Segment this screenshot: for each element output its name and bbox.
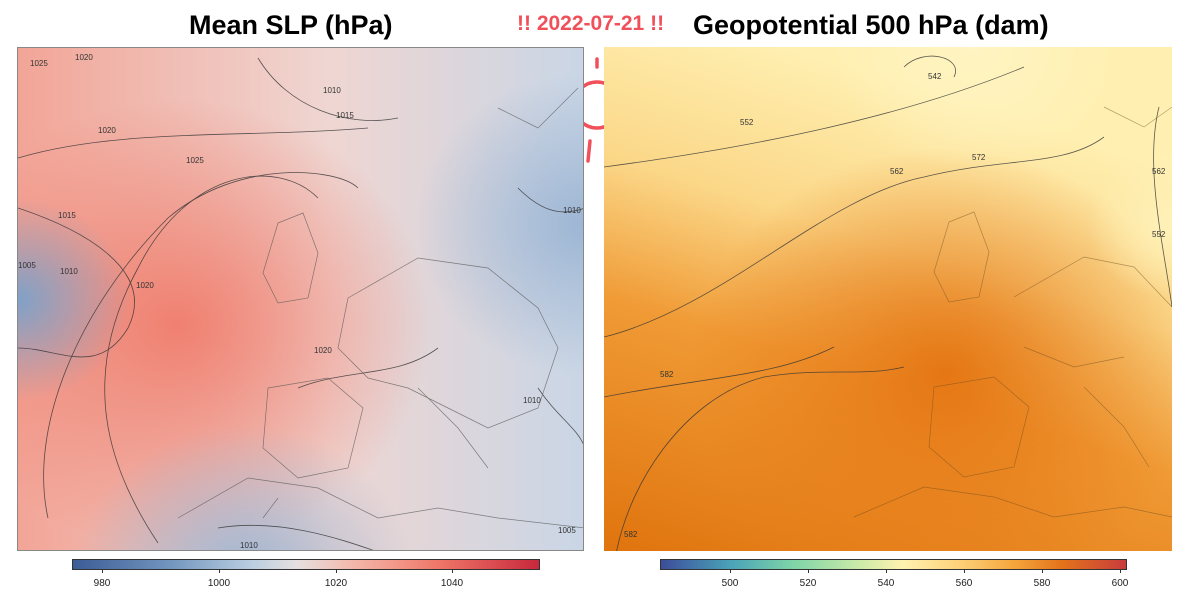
geopotential-map[interactable]: 542 552 562 572 562 552 582 582	[604, 47, 1172, 551]
slp-tick	[452, 569, 453, 573]
svg-text:562: 562	[890, 167, 904, 176]
svg-text:582: 582	[624, 530, 638, 539]
geopotential-contour-labels: 542 552 562 572 562 552 582 582	[624, 72, 1166, 539]
geopotential-tick	[886, 569, 887, 573]
slp-map-title: Mean SLP (hPa)	[189, 10, 393, 40]
svg-text:1010: 1010	[323, 86, 341, 95]
svg-text:1015: 1015	[58, 211, 76, 220]
svg-text:1010: 1010	[60, 267, 78, 276]
slp-map[interactable]: 1025 1020 1010 1015 1020 1025 1015 1010 …	[17, 47, 584, 551]
slp-tick	[102, 569, 103, 573]
date-badge: !! 2022-07-21 !!	[517, 12, 665, 35]
geopotential-tick	[808, 569, 809, 573]
svg-text:1020: 1020	[314, 346, 332, 355]
svg-text:1020: 1020	[136, 281, 154, 290]
svg-text:1020: 1020	[75, 53, 93, 62]
slp-tick-label: 1020	[324, 578, 348, 589]
slp-tick	[336, 569, 337, 573]
geopotential-colorbar	[660, 559, 1127, 570]
geopotential-tick	[730, 569, 731, 573]
svg-text:552: 552	[740, 118, 754, 127]
svg-text:1010: 1010	[563, 206, 581, 215]
geopotential-tick-label: 540	[877, 578, 895, 589]
slp-tick	[219, 569, 220, 573]
geopotential-tick-label: 580	[1033, 578, 1051, 589]
svg-text:542: 542	[928, 72, 942, 81]
svg-text:552: 552	[1152, 230, 1166, 239]
svg-text:1015: 1015	[336, 111, 354, 120]
geopotential-tick	[1042, 569, 1043, 573]
slp-tick-label: 980	[93, 578, 111, 589]
svg-text:582: 582	[660, 370, 674, 379]
svg-text:562: 562	[1152, 167, 1166, 176]
svg-text:1005: 1005	[558, 526, 576, 535]
geopotential-tick	[964, 569, 965, 573]
geopotential-tick-label: 560	[955, 578, 973, 589]
svg-text:572: 572	[972, 153, 986, 162]
svg-text:1005: 1005	[18, 261, 36, 270]
geopotential-tick	[1120, 569, 1121, 573]
slp-colorbar	[72, 559, 540, 570]
slp-contour-labels: 1025 1020 1010 1015 1020 1025 1015 1010 …	[18, 53, 581, 550]
geopotential-tick-label: 520	[799, 578, 817, 589]
svg-text:1025: 1025	[186, 156, 204, 165]
svg-text:1010: 1010	[523, 396, 541, 405]
slp-tick-label: 1040	[440, 578, 464, 589]
slp-tick-label: 1000	[207, 578, 231, 589]
geopotential-tick-label: 500	[721, 578, 739, 589]
geopotential-map-title: Geopotential 500 hPa (dam)	[693, 10, 1049, 40]
svg-text:1020: 1020	[98, 126, 116, 135]
svg-text:1025: 1025	[30, 59, 48, 68]
geopotential-tick-label: 600	[1111, 578, 1129, 589]
svg-text:1010: 1010	[240, 541, 258, 550]
